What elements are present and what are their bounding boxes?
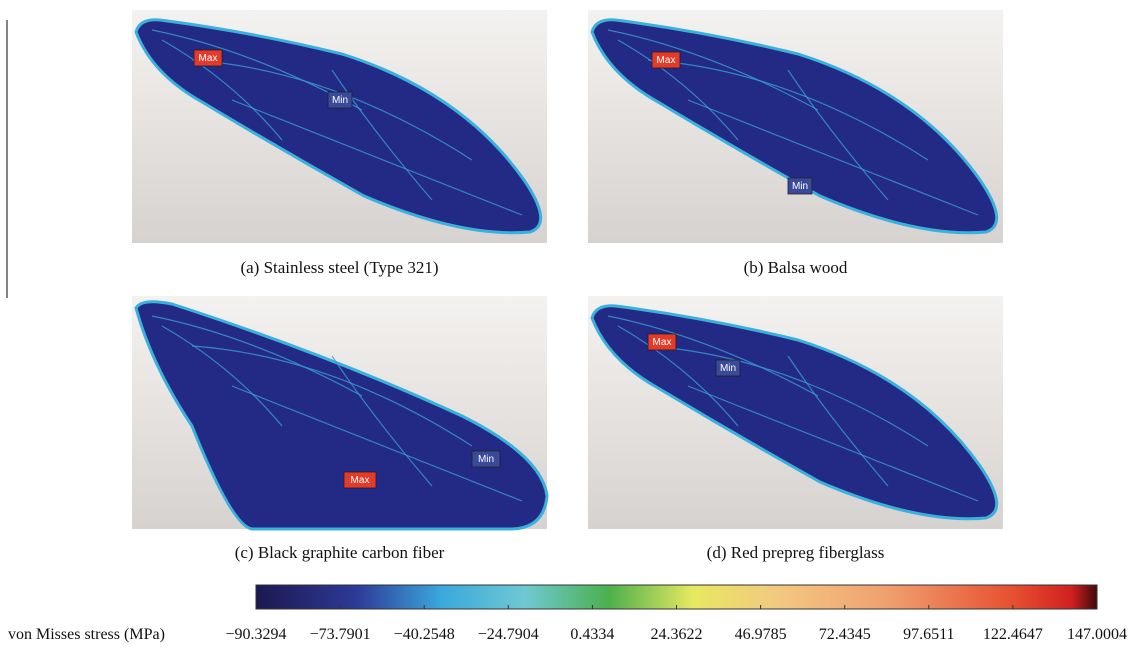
colorbar-tick-label: 0.4334 [570,626,614,643]
panel-caption: (c) Black graphite carbon fiber [235,543,445,562]
max-label: Max [351,475,370,486]
max-label: Max [653,337,672,348]
colorbar-tick-label: 72.4345 [819,626,871,643]
colorbar-tick-label: 97.6511 [903,626,954,643]
figure: von Misses stress (MPa) Max Min (a) Stainl… [0,0,1137,648]
min-label: Min [720,363,736,374]
panel-caption: (b) Balsa wood [744,258,848,277]
min-label: Min [792,181,808,192]
panel: Max Min [132,296,547,529]
min-label: Min [332,95,348,106]
panel: Max Min [132,10,547,243]
colorbar-tick-label: −90.3294 [225,626,286,643]
panel-caption: (a) Stainless steel (Type 321) [240,258,438,277]
colorbar-tick-label: 46.9785 [735,626,787,643]
colorbar-tick-label: −40.2548 [394,626,455,643]
colorbar-tick-label: −73.7901 [310,626,371,643]
colorbar-tick-label: 147.0004 [1067,626,1127,643]
min-label: Min [478,454,494,465]
max-label: Max [199,53,218,64]
colorbar-tick-label: 122.4647 [983,626,1043,643]
panel-caption: (d) Red prepreg fiberglass [707,543,885,562]
colorbar-tick-label: 24.3622 [651,626,703,643]
panel: Max Min [588,296,1003,529]
max-label: Max [657,55,676,66]
panel: Max Min [588,10,1003,243]
colorbar-label: von Misses stress (MPa) [8,626,165,643]
colorbar-tick-label: −24.7904 [478,626,539,643]
